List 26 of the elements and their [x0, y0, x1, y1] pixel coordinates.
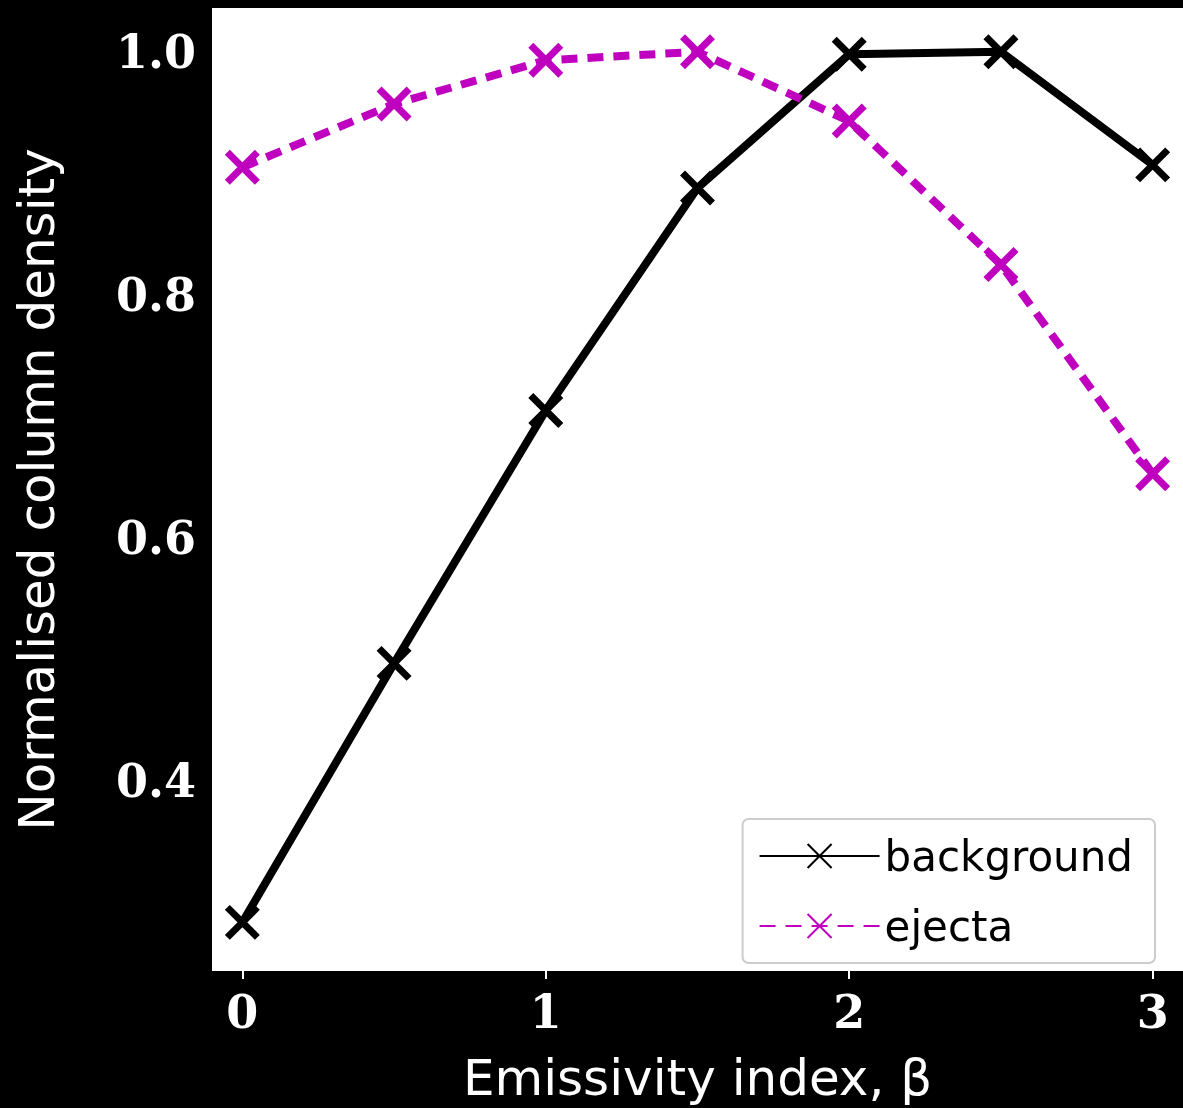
y-tick-label: 0.4: [115, 754, 196, 809]
x-tick-label: 1: [529, 985, 562, 1039]
x-tick-label: 2: [833, 985, 866, 1039]
x-tick-label: 0: [226, 985, 259, 1039]
point: [679, 33, 716, 71]
x-axis-title: Emissivity index, β: [462, 1049, 933, 1107]
point: [375, 85, 413, 123]
point: [223, 148, 261, 186]
point: [679, 169, 716, 207]
y-tick-label: 1.0: [115, 24, 196, 79]
y-tick-label: 0.6: [115, 511, 196, 566]
point: [1134, 455, 1172, 493]
legend-label: background: [884, 831, 1134, 881]
point: [1134, 146, 1172, 184]
y-axis-title: Normalised column density: [8, 148, 66, 831]
point: [223, 903, 261, 941]
point: [830, 102, 868, 140]
point: [375, 644, 413, 682]
point: [527, 41, 565, 79]
point: [830, 35, 868, 73]
point: [982, 33, 1020, 71]
x-tick-label: 3: [1136, 985, 1169, 1039]
legend-label: ejecta: [884, 901, 1014, 951]
y-tick-label: 0.8: [115, 267, 196, 322]
point: [982, 246, 1020, 284]
point: [527, 391, 565, 429]
